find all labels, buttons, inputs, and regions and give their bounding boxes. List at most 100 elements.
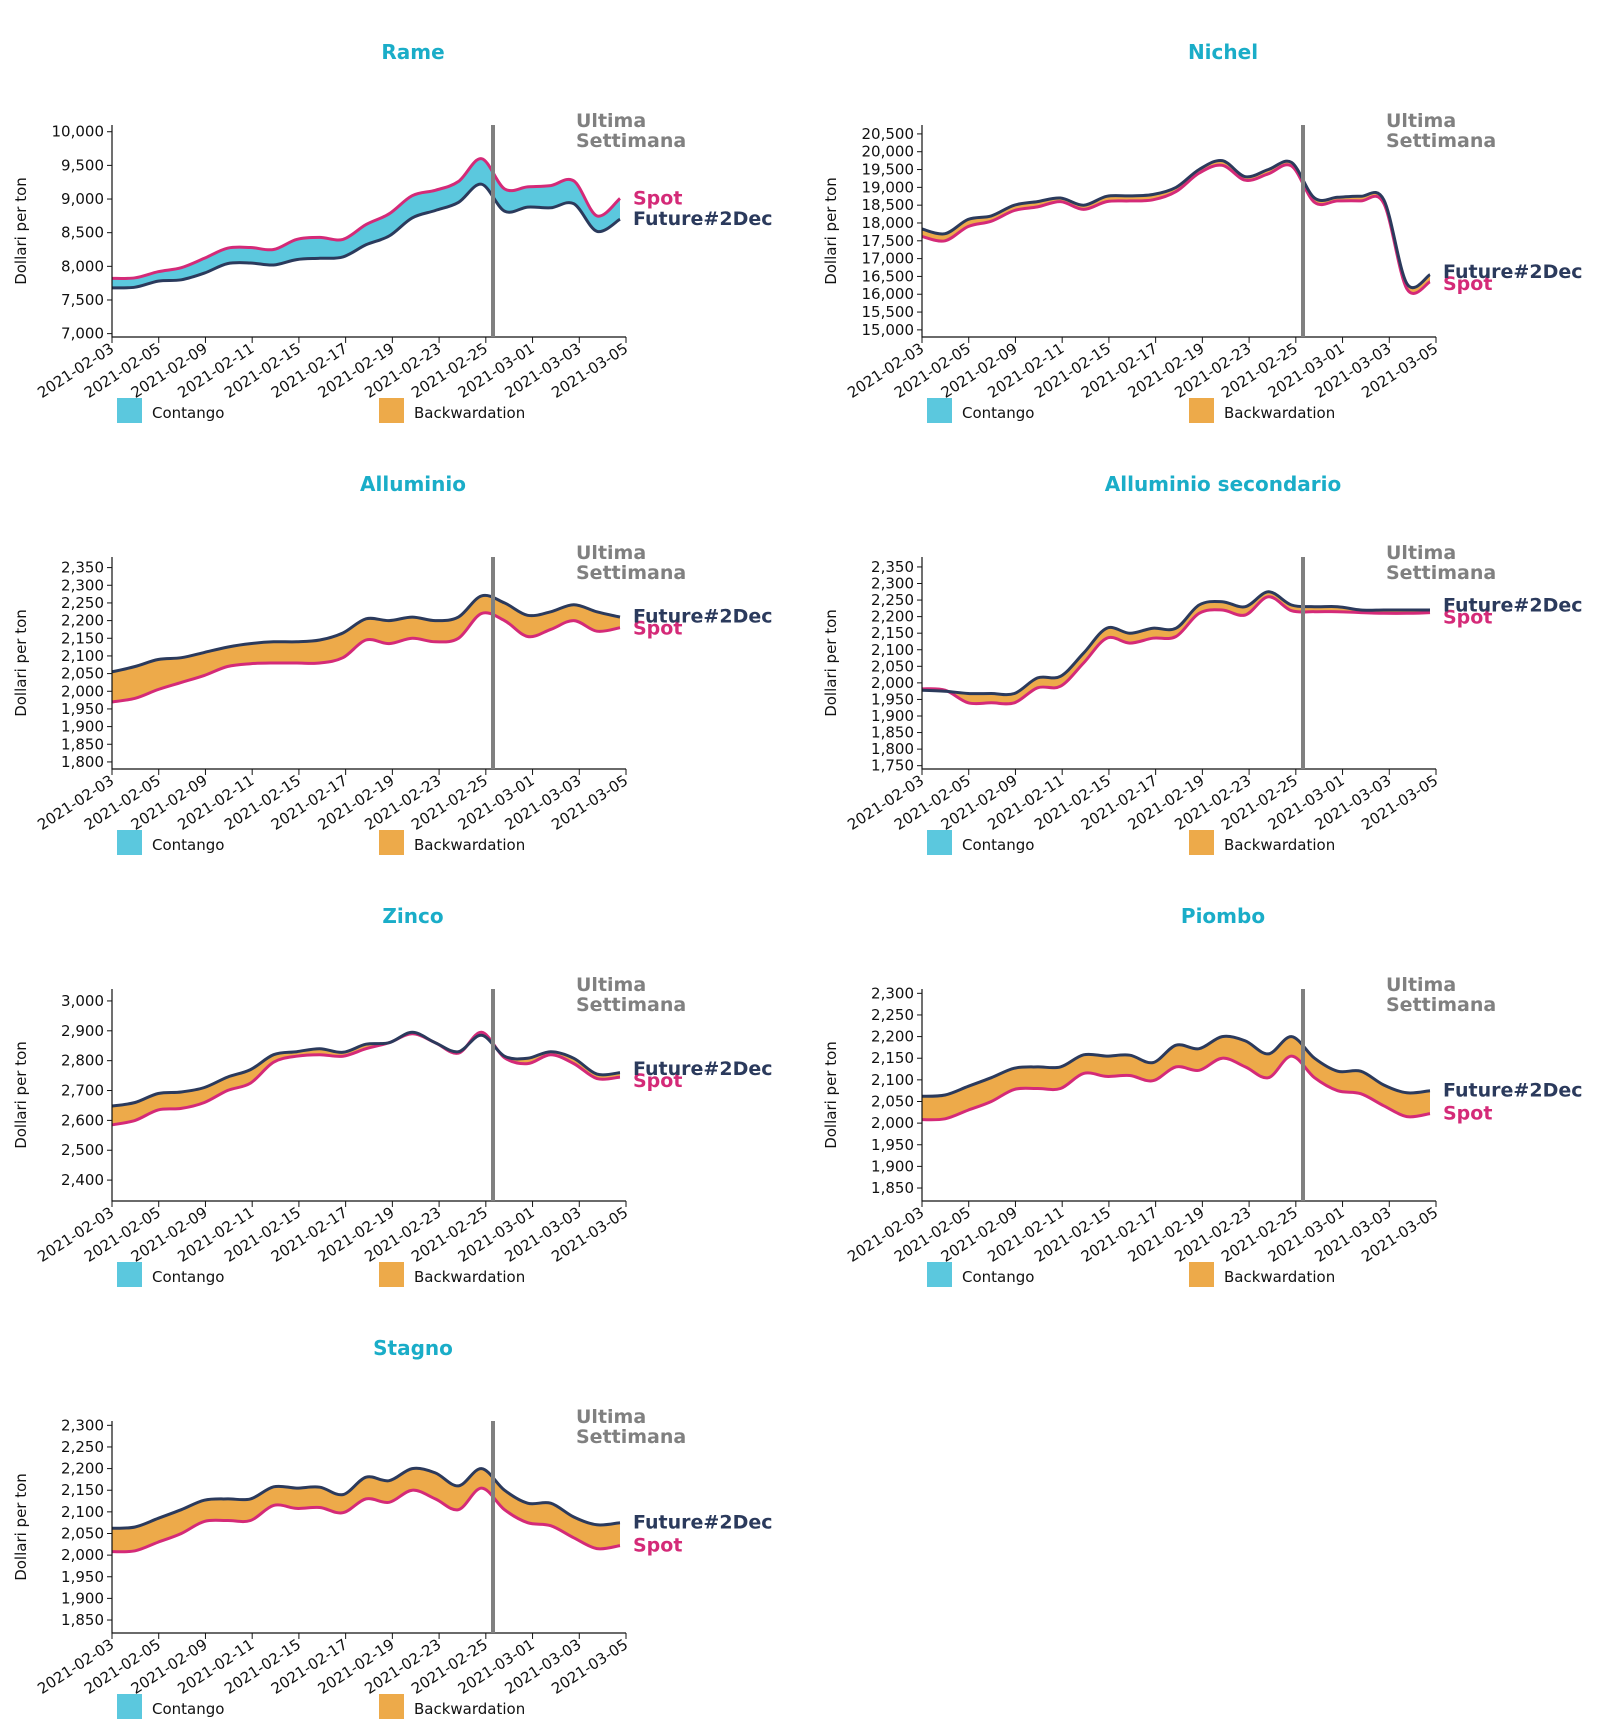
contango-area	[112, 612, 620, 672]
y-tick-label: 1,950	[871, 1136, 914, 1154]
y-tick-label: 2,250	[61, 594, 104, 612]
legend-swatch-contango	[927, 1262, 952, 1287]
contango-area	[922, 596, 1430, 695]
legend-swatch-contango	[117, 398, 142, 423]
marker-label: Settimana	[576, 994, 686, 1016]
y-tick-label: 8,500	[61, 224, 104, 242]
spot-line	[111, 1486, 621, 1554]
legend-swatch-contango	[927, 830, 952, 855]
y-tick-label: 1,950	[61, 1568, 104, 1586]
backwardation-area	[112, 1032, 620, 1125]
spot-end-label: Spot	[633, 1535, 682, 1557]
legend-label-contango: Contango	[962, 404, 1034, 422]
spot-end-label: Spot	[633, 187, 682, 209]
axes	[921, 557, 1436, 770]
chart-title: Stagno	[373, 1336, 453, 1360]
legend-swatch-backwardation	[1189, 1262, 1214, 1287]
y-tick-label: 2,100	[61, 1503, 104, 1521]
spot-line	[921, 1054, 1431, 1122]
marker-label: Settimana	[576, 130, 686, 152]
y-axis-label: Dollari per ton	[822, 1041, 840, 1149]
y-tick-label: 2,250	[871, 1006, 914, 1024]
y-tick-label: 1,850	[871, 1179, 914, 1197]
y-tick-label: 7,000	[61, 325, 104, 343]
chart-svg: Alluminio Dollari per ton 1,8001,8501,9001…	[12, 472, 773, 855]
chart-alluminio: Alluminio Dollari per ton 1,800 1,850 1,900 1…	[0, 432, 800, 862]
axes	[921, 125, 1436, 338]
spot-end-label: Spot	[633, 617, 682, 639]
marker-label: Ultima	[1386, 542, 1456, 564]
legend-swatch-backwardation	[379, 398, 404, 423]
y-tick-label: 9,500	[61, 156, 104, 174]
spot-line	[921, 163, 1431, 295]
y-tick-label: 8,000	[61, 257, 104, 275]
y-tick-label: 2,200	[61, 612, 104, 630]
future-end-label: Future#2Dec	[633, 605, 773, 627]
y-tick-label: 2,700	[61, 1082, 104, 1100]
legend-swatch-contango	[117, 1694, 142, 1719]
y-tick-label: 1,800	[871, 740, 914, 758]
y-axis-label: Dollari per ton	[12, 177, 30, 285]
y-tick-label: 2,100	[871, 1071, 914, 1089]
future-line	[921, 590, 1430, 697]
chart-piombo: Piombo Dollari per ton 1,850 1,900 1,950 2,00…	[810, 864, 1610, 1294]
y-tick-label: 1,850	[61, 735, 104, 753]
legend-label-backwardation: Backwardation	[1224, 1268, 1335, 1286]
y-tick-label: 3,000	[61, 992, 104, 1010]
y-tick-label: 2,150	[61, 629, 104, 647]
legend-label-contango: Contango	[962, 1268, 1034, 1286]
y-tick-label: 16,500	[862, 267, 915, 285]
chart-title: Piombo	[1181, 904, 1265, 928]
spot-line	[111, 157, 622, 280]
y-tick-label: 17,500	[862, 232, 915, 250]
chart-rame: Rame Dollari per ton 7,000 7,500 8,000 8,500 9…	[0, 0, 800, 430]
y-axis-label: Dollari per ton	[12, 1041, 30, 1149]
future-end-label: Future#2Dec	[633, 208, 773, 230]
chart-title: Rame	[381, 40, 444, 64]
backwardation-area	[112, 1468, 620, 1552]
spot-line	[111, 1030, 621, 1127]
chart-svg: Stagno Dollari per ton 1,850 1,900 1,950 2,00…	[12, 1336, 773, 1719]
y-tick-label: 1,750	[871, 757, 914, 775]
y-tick-label: 2,900	[61, 1022, 104, 1040]
spot-end-label: Spot	[1443, 606, 1492, 628]
y-tick-label: 1,900	[61, 1589, 104, 1607]
backwardation-area	[922, 1036, 1430, 1120]
y-tick-label: 1,900	[61, 718, 104, 736]
chart-title: Zinco	[382, 904, 443, 928]
y-tick-label: 20,500	[862, 125, 915, 143]
future-line	[921, 1034, 1431, 1098]
y-tick-label: 2,050	[871, 1092, 914, 1110]
y-tick-label: 2,600	[61, 1111, 104, 1129]
legend-label-backwardation: Backwardation	[1224, 836, 1335, 854]
y-tick-label: 2,150	[61, 1481, 104, 1499]
backwardation-area	[112, 595, 620, 702]
y-tick-label: 1,950	[871, 690, 914, 708]
contango-area	[922, 164, 1430, 288]
y-tick-label: 10,000	[52, 123, 105, 141]
legend-label-contango: Contango	[152, 1700, 224, 1718]
chart-svg: Alluminio secondario Dollari per ton 1,750…	[822, 472, 1583, 855]
y-tick-label: 2,300	[61, 1416, 104, 1434]
y-tick-label: 17,000	[862, 250, 915, 268]
y-tick-label: 2,200	[61, 1460, 104, 1478]
future-end-label: Future#2Dec	[1443, 261, 1583, 283]
marker-label: Ultima	[576, 1406, 646, 1428]
spot-end-label: Spot	[1443, 1103, 1492, 1125]
spot-end-label: Spot	[633, 1070, 682, 1092]
future-end-label: Future#2Dec	[633, 1058, 773, 1080]
legend-swatch-backwardation	[1189, 398, 1214, 423]
legend-label-contango: Contango	[152, 836, 224, 854]
y-tick-label: 2,100	[61, 647, 104, 665]
y-tick-label: 2,250	[871, 591, 914, 609]
contango-area	[112, 158, 620, 288]
y-tick-label: 2,800	[61, 1052, 104, 1070]
marker-label: Settimana	[576, 562, 686, 584]
legend-swatch-contango	[117, 1262, 142, 1287]
y-tick-label: 2,000	[871, 674, 914, 692]
y-tick-label: 2,050	[871, 657, 914, 675]
y-tick-label: 19,500	[862, 161, 915, 179]
legend-label-backwardation: Backwardation	[414, 1268, 525, 1286]
